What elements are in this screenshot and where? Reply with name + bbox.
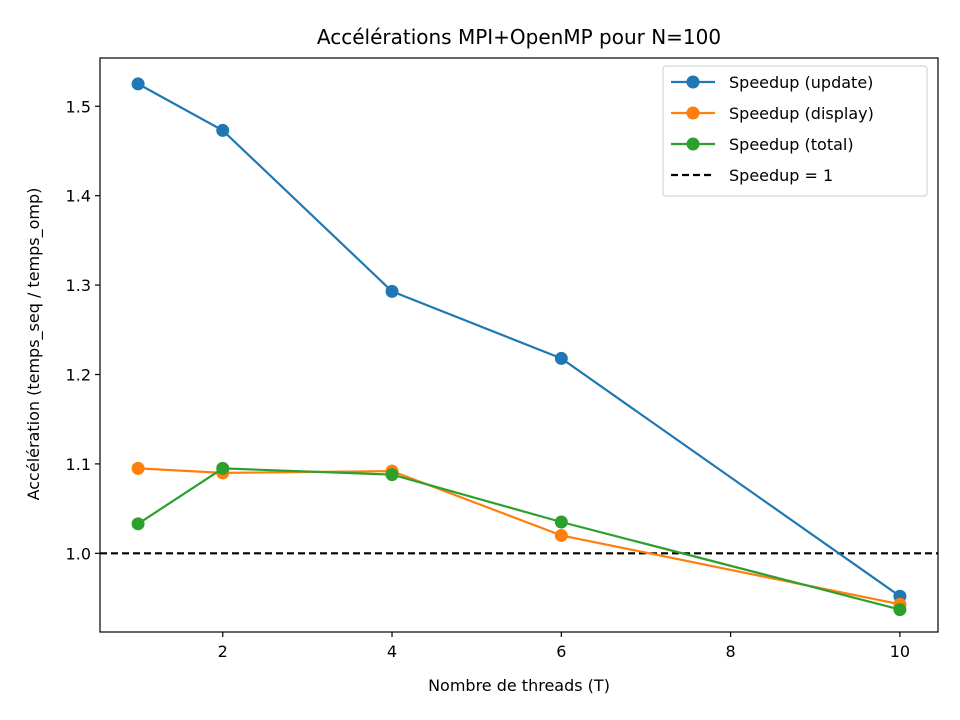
- series-3-point: [554, 515, 568, 529]
- y-tick-label: 1.5: [66, 97, 91, 116]
- y-tick-label: 1.4: [66, 187, 91, 206]
- series-1-point: [385, 284, 399, 298]
- legend-entry-label: Speedup (update): [729, 73, 873, 92]
- plot-frame: [99, 57, 939, 633]
- y-axis-label: Accélération (temps_seq / temps_omp): [24, 188, 44, 501]
- x-axis-label: Nombre de threads (T): [428, 676, 610, 695]
- legend-swatch-marker: [686, 106, 700, 120]
- legend-entry-label: Speedup (display): [729, 104, 874, 123]
- series-2-point: [554, 528, 568, 542]
- series-1-point: [216, 123, 230, 137]
- y-tick-label: 1.3: [66, 276, 91, 295]
- chart-title: Accélérations MPI+OpenMP pour N=100: [317, 25, 721, 49]
- x-tick-label: 10: [890, 642, 910, 661]
- legend-swatch-marker: [686, 137, 700, 151]
- x-tick-label: 6: [556, 642, 566, 661]
- legend-entry-label: Speedup = 1: [729, 166, 833, 185]
- x-tick-label: 8: [726, 642, 736, 661]
- x-tick-label: 2: [218, 642, 228, 661]
- series-2-point: [131, 461, 145, 475]
- legend-entry-label: Speedup (total): [729, 135, 854, 154]
- series-1-point: [131, 77, 145, 91]
- y-tick-label: 1.0: [66, 544, 91, 563]
- x-tick-label: 4: [387, 642, 397, 661]
- y-axis: 1.0 1.1 1.2 1.3 1.4 1.5: [66, 97, 100, 563]
- series-3-point: [131, 517, 145, 531]
- series-3-point: [893, 603, 907, 617]
- plot-area: [99, 57, 939, 633]
- y-tick-label: 1.1: [66, 455, 91, 474]
- x-axis: 2 4 6 8 10: [218, 632, 910, 661]
- legend-swatch-marker: [686, 75, 700, 89]
- series-1-point: [554, 351, 568, 365]
- series-3-point: [385, 468, 399, 482]
- legend-box: [662, 65, 928, 197]
- y-tick-label: 1.2: [66, 366, 91, 385]
- series-3-point: [216, 461, 230, 475]
- legend: Speedup (update) Speedup (display) Speedup…: [662, 65, 928, 197]
